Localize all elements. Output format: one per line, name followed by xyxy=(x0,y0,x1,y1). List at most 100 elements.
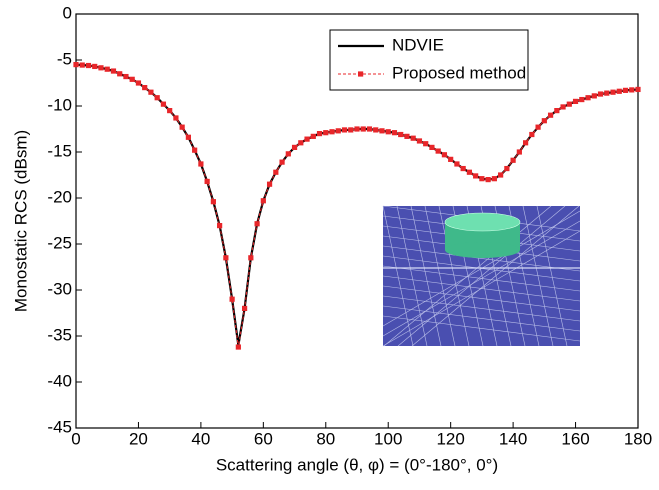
marker xyxy=(317,131,322,136)
y-tick-label: -40 xyxy=(47,371,72,390)
marker xyxy=(323,130,328,135)
marker xyxy=(361,126,366,131)
marker xyxy=(311,134,316,139)
marker xyxy=(304,137,309,142)
marker xyxy=(610,90,615,95)
marker xyxy=(73,62,78,67)
marker xyxy=(286,151,291,156)
inset-mesh xyxy=(383,206,580,346)
marker xyxy=(98,65,103,70)
marker xyxy=(348,127,353,132)
marker xyxy=(192,148,197,153)
cylinder-bottom xyxy=(445,242,520,258)
marker xyxy=(504,166,509,171)
marker xyxy=(279,160,284,165)
marker xyxy=(261,198,266,203)
marker xyxy=(167,108,172,113)
y-tick-label: -20 xyxy=(47,187,72,206)
marker xyxy=(373,127,378,132)
marker xyxy=(542,118,547,123)
marker xyxy=(267,182,272,187)
marker xyxy=(548,113,553,118)
marker xyxy=(617,89,622,94)
marker xyxy=(142,85,147,90)
chart: Scattering angle (θ, φ) = (0°-180°, 0°) … xyxy=(0,0,659,485)
marker xyxy=(105,67,110,72)
marker xyxy=(423,141,428,146)
y-tick-label: -15 xyxy=(47,141,72,160)
marker xyxy=(529,132,534,137)
legend-label: Proposed method xyxy=(392,63,526,82)
marker xyxy=(492,176,497,181)
marker xyxy=(417,138,422,143)
marker xyxy=(567,102,572,107)
marker xyxy=(198,161,203,166)
marker xyxy=(579,97,584,102)
x-tick-label: 160 xyxy=(561,429,589,448)
x-tick-label: 180 xyxy=(624,429,652,448)
y-tick-label: -30 xyxy=(47,279,72,298)
marker xyxy=(486,177,491,182)
cylinder-top xyxy=(445,213,520,231)
marker xyxy=(560,104,565,109)
marker xyxy=(161,102,166,107)
marker xyxy=(554,108,559,113)
marker xyxy=(511,158,516,163)
x-axis-title: Scattering angle (θ, φ) = (0°-180°, 0°) xyxy=(216,455,498,474)
marker xyxy=(411,136,416,141)
marker xyxy=(573,99,578,104)
marker xyxy=(629,87,634,92)
x-tick-label: 100 xyxy=(374,429,402,448)
marker xyxy=(211,199,216,204)
x-tick-label: 60 xyxy=(254,429,273,448)
y-axis-title: Monostatic RCS (dBsm) xyxy=(11,130,30,312)
x-tick-label: 0 xyxy=(71,429,80,448)
marker xyxy=(386,129,391,134)
marker xyxy=(111,68,116,73)
marker xyxy=(461,166,466,171)
marker xyxy=(217,223,222,228)
marker xyxy=(404,134,409,139)
marker xyxy=(523,140,528,145)
marker xyxy=(448,157,453,162)
marker xyxy=(498,172,503,177)
marker xyxy=(223,255,228,260)
marker xyxy=(292,145,297,150)
x-tick-label: 20 xyxy=(129,429,148,448)
marker xyxy=(248,255,253,260)
marker xyxy=(479,176,484,181)
y-tick-label: -35 xyxy=(47,325,72,344)
marker xyxy=(230,297,235,302)
marker xyxy=(392,130,397,135)
marker xyxy=(117,71,122,76)
marker xyxy=(604,91,609,96)
marker xyxy=(186,135,191,140)
legend: NDVIE Proposed method xyxy=(330,30,528,90)
x-tick-label: 140 xyxy=(499,429,527,448)
marker xyxy=(623,88,628,93)
y-tick-label: -45 xyxy=(47,417,72,436)
marker xyxy=(442,152,447,157)
marker xyxy=(254,221,259,226)
marker xyxy=(454,161,459,166)
marker xyxy=(173,115,178,120)
marker xyxy=(473,173,478,178)
marker xyxy=(354,126,359,131)
marker xyxy=(467,170,472,175)
marker xyxy=(367,126,372,131)
x-tick-label: 40 xyxy=(191,429,210,448)
x-tick-label: 80 xyxy=(316,429,335,448)
marker xyxy=(429,145,434,150)
y-tick-label: -25 xyxy=(47,233,72,252)
marker xyxy=(398,132,403,137)
marker xyxy=(92,64,97,69)
marker xyxy=(130,77,135,82)
marker xyxy=(436,148,441,153)
marker xyxy=(535,125,540,130)
legend-label: NDVIE xyxy=(392,35,444,54)
marker xyxy=(123,74,128,79)
marker xyxy=(80,62,85,67)
x-tick-label: 120 xyxy=(436,429,464,448)
marker xyxy=(336,128,341,133)
marker xyxy=(205,179,210,184)
